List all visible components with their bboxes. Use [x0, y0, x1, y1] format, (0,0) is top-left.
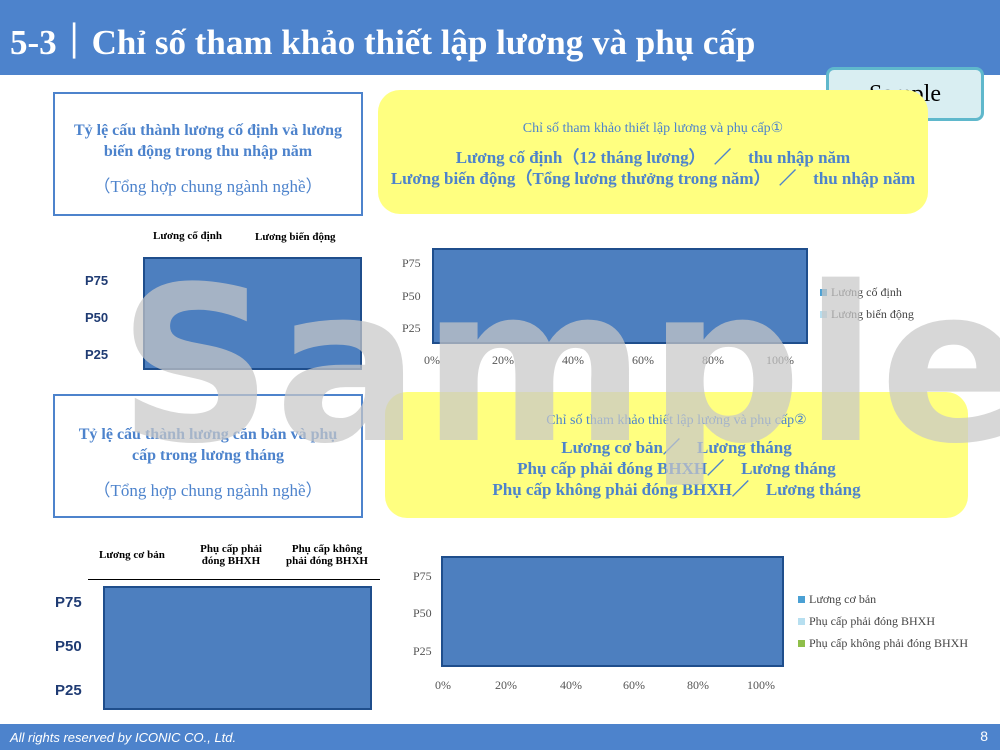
table1-value-block — [143, 257, 362, 370]
table1-row-p50: P50 — [85, 310, 109, 325]
section1-title-box: Tỷ lệ cấu thành lương cố định và lương b… — [53, 92, 363, 216]
chart2-legend-uninsured-swatch — [798, 640, 805, 647]
chart1-xtick-100: 100% — [766, 353, 794, 367]
chart1-xtick-20: 20% — [492, 353, 514, 367]
chart2-xtick-80: 80% — [687, 678, 709, 692]
reference-index-2-caption: Chỉ số tham khảo thiết lập lương và phụ … — [546, 413, 807, 428]
header-bar: 5-3｜Chỉ số tham khảo thiết lập lương và … — [0, 0, 1000, 75]
table2-col-basic: Lương cơ bản — [99, 549, 165, 561]
reference-index-2-line2: Phụ cấp phải đóng BHXH／ Lương tháng — [517, 459, 836, 478]
chart2-legend-insured-swatch — [798, 618, 805, 625]
table2-row-p25: P25 — [55, 682, 82, 699]
chart1-xtick-60: 60% — [632, 353, 654, 367]
chart2-ylabel-p25: P25 — [413, 644, 432, 658]
reference-index-2-line3: Phụ cấp không phải đóng BHXH／ Lương thán… — [492, 480, 861, 499]
table1-row-p75: P75 — [85, 273, 109, 288]
chart1-legend-fixed: Lương cố định — [820, 285, 902, 300]
copyright-text: All rights reserved by ICONIC CO., Ltd. — [10, 730, 237, 745]
chart1-xtick-0: 0% — [424, 353, 440, 367]
chart2-xtick-40: 40% — [560, 678, 582, 692]
chart2-xtick-100: 100% — [747, 678, 775, 692]
section1-title-line1: Tỷ lệ cấu thành lương cố định và lương — [73, 122, 343, 139]
chart1-legend-variable: Lương biến động — [820, 307, 914, 322]
table2-col-uninsured: Phụ cấp không phải đóng BHXH — [284, 543, 370, 567]
table2-value-block — [103, 586, 372, 710]
chart1-xtick-80: 80% — [702, 353, 724, 367]
chart2-bar-area — [441, 556, 784, 667]
table2-col-uninsured-line2: phải đóng BHXH — [286, 555, 368, 567]
footer-bar: All rights reserved by ICONIC CO., Ltd. … — [0, 724, 1000, 750]
table2-col-insured-line1: Phụ cấp phải — [200, 543, 262, 555]
chart1-xtick-40: 40% — [562, 353, 584, 367]
table2-row-p50: P50 — [55, 638, 82, 655]
chart2-ylabel-p75: P75 — [413, 569, 432, 583]
chart2-xtick-60: 60% — [623, 678, 645, 692]
section2-subtitle: （Tổng hợp chung ngành nghề） — [93, 481, 323, 500]
chart2-ylabel-p50: P50 — [413, 606, 432, 620]
section1-subtitle: （Tổng hợp chung ngành nghề） — [93, 177, 323, 196]
chart2-legend-basic-swatch — [798, 596, 805, 603]
table2-col-insured: Phụ cấp phải đóng BHXH — [198, 543, 264, 567]
chart2-legend-uninsured: Phụ cấp không phải đóng BHXH — [798, 636, 968, 651]
chart1-ylabel-p50: P50 — [402, 289, 421, 303]
chart1-bar-area — [432, 248, 808, 344]
chart1-legend-fixed-label: Lương cố định — [831, 285, 902, 299]
chart2-legend-basic-label: Lương cơ bản — [809, 592, 877, 606]
chart2-xtick-20: 20% — [495, 678, 517, 692]
reference-index-1-line2: Lương biến động（Tổng lương thưởng trong … — [390, 169, 916, 188]
table1-col-variable: Lương biến động — [255, 231, 336, 243]
page-title: 5-3｜Chỉ số tham khảo thiết lập lương và … — [10, 23, 756, 62]
page-number: 8 — [980, 728, 988, 744]
section2-title-line1: Tỷ lệ cấu thành lương căn bản và phụ — [78, 426, 338, 443]
chart2-legend-uninsured-label: Phụ cấp không phải đóng BHXH — [809, 636, 968, 650]
table2-row-p75: P75 — [55, 594, 82, 611]
section1-title-line2: biến động trong thu nhập năm — [103, 143, 313, 160]
chart1-legend-variable-label: Lương biến động — [831, 307, 914, 321]
chart2-xtick-0: 0% — [435, 678, 451, 692]
chart1-ylabel-p75: P75 — [402, 256, 421, 270]
chart1-legend-fixed-swatch — [820, 289, 827, 296]
chart1-legend-variable-swatch — [820, 311, 827, 318]
section2-title-line2: cấp trong lương tháng — [132, 447, 284, 464]
reference-index-1-line1: Lương cố định（12 tháng lương） ／ thu nhập… — [455, 148, 851, 167]
table1-row-p25: P25 — [85, 347, 109, 362]
reference-index-1: Chỉ số tham khảo thiết lập lương và phụ … — [378, 90, 928, 214]
chart1-ylabel-p25: P25 — [402, 321, 421, 335]
section2-title-box: Tỷ lệ cấu thành lương căn bản và phụ cấp… — [53, 394, 363, 518]
reference-index-2: Chỉ số tham khảo thiết lập lương và phụ … — [385, 392, 968, 518]
table2-col-uninsured-line1: Phụ cấp không — [291, 543, 363, 555]
chart2-legend-insured: Phụ cấp phải đóng BHXH — [798, 614, 935, 629]
table2-header-divider — [88, 579, 380, 580]
table1-col-fixed: Lương cố định — [153, 230, 222, 242]
table2-col-insured-line2: đóng BHXH — [201, 555, 261, 567]
reference-index-1-caption: Chỉ số tham khảo thiết lập lương và phụ … — [522, 121, 784, 136]
chart2-legend-basic: Lương cơ bản — [798, 592, 876, 607]
chart2-legend-insured-label: Phụ cấp phải đóng BHXH — [809, 614, 935, 628]
reference-index-2-line1: Lương cơ bản／ Lương tháng — [561, 438, 792, 457]
